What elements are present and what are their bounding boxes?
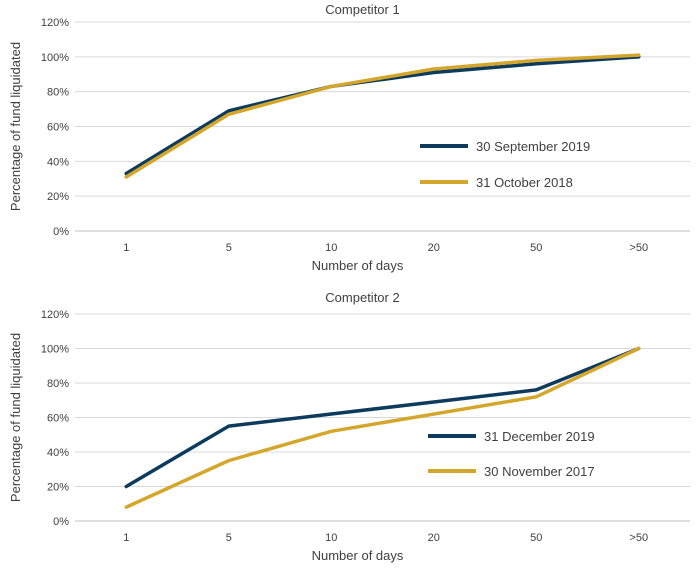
series-line-1: [124, 346, 641, 489]
x-tick-label: 5: [226, 242, 232, 254]
x-tick-label: 50: [530, 242, 542, 254]
y-tick-label: 120%: [41, 17, 69, 29]
chart-title: Competitor 1: [325, 2, 399, 17]
y-tick-label: 60%: [47, 413, 69, 425]
x-axis-label: Number of days: [312, 548, 404, 563]
x-tick-label: 10: [325, 532, 337, 544]
y-tick-label: 20%: [47, 191, 69, 203]
x-tick-label: 1: [123, 532, 129, 544]
x-tick-label: 5: [226, 532, 232, 544]
y-tick-label: 0%: [53, 516, 69, 528]
legend-label: 31 December 2019: [484, 429, 595, 444]
legend-label: 31 October 2018: [476, 175, 573, 190]
series-line-1: [124, 55, 641, 176]
chart-title: Competitor 2: [325, 290, 399, 305]
legend-label: 30 September 2019: [476, 139, 590, 154]
chart-panel-2: Competitor 2 0% 20% 40% 60% 80% 100% 120% 1 5 10 20…: [8, 290, 690, 563]
series-line-2: [124, 346, 641, 509]
x-tick-label: 20: [428, 532, 440, 544]
x-tick-label: 1: [123, 242, 129, 254]
x-tick-label: 20: [428, 242, 440, 254]
chart-panel-1: Competitor 1 0% 20% 40% 60% 80% 100% 120% 1 5 10 20…: [8, 2, 690, 273]
y-tick-label: 20%: [47, 482, 69, 494]
y-tick-label: 60%: [47, 122, 69, 134]
y-tick-label: 40%: [47, 156, 69, 168]
y-tick-label: 100%: [41, 52, 69, 64]
y-tick-label: 0%: [53, 226, 69, 238]
y-tick-label: 40%: [47, 447, 69, 459]
x-tick-label: >50: [629, 532, 648, 544]
y-tick-label: 100%: [41, 344, 69, 356]
x-tick-label: 10: [325, 242, 337, 254]
series-line-2: [124, 53, 641, 179]
x-tick-label: 50: [530, 532, 542, 544]
y-tick-label: 120%: [41, 309, 69, 321]
y-axis-label: Percentage of fund liquidated: [8, 333, 23, 502]
y-tick-label: 80%: [47, 87, 69, 99]
y-axis-label: Percentage of fund liquidated: [8, 42, 23, 211]
y-tick-label: 80%: [47, 378, 69, 390]
legend-label: 30 November 2017: [484, 464, 595, 479]
x-axis-label: Number of days: [312, 258, 404, 273]
x-tick-label: >50: [629, 242, 648, 254]
